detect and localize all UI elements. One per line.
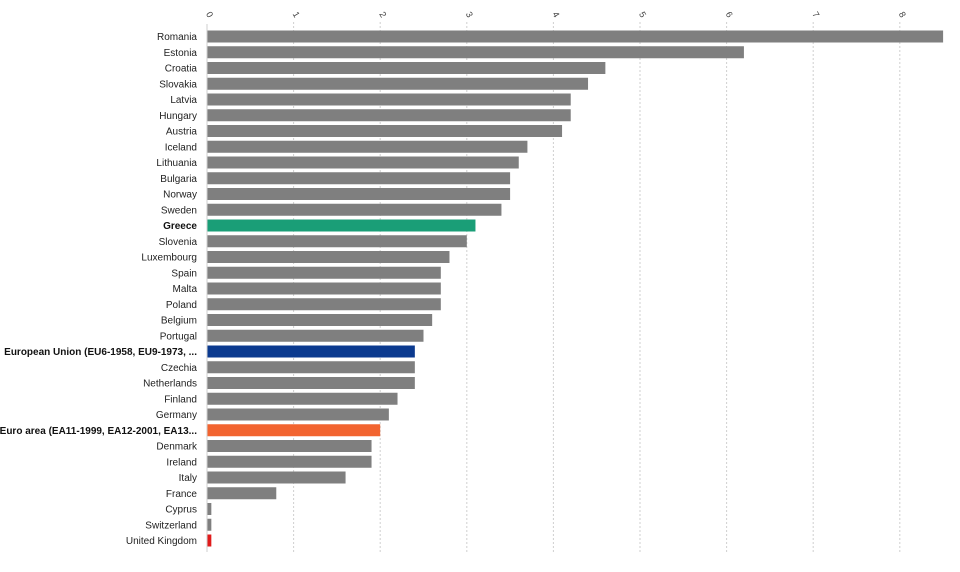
x-tick-label: 4 bbox=[550, 10, 561, 19]
category-label: Malta bbox=[173, 284, 198, 295]
category-label: Finland bbox=[164, 394, 197, 405]
bar bbox=[207, 329, 424, 342]
category-label: Romania bbox=[157, 32, 197, 43]
category-label: Luxembourg bbox=[141, 253, 197, 264]
x-tick-label: 8 bbox=[897, 10, 908, 19]
bar bbox=[207, 203, 502, 216]
category-label: Sweden bbox=[161, 205, 197, 216]
x-tick-label: 6 bbox=[724, 10, 735, 19]
bar bbox=[207, 503, 212, 515]
category-label: Greece bbox=[163, 221, 197, 232]
bar bbox=[207, 455, 372, 468]
bar bbox=[207, 345, 415, 358]
x-tick-label: 2 bbox=[377, 10, 388, 19]
category-label: Belgium bbox=[161, 316, 197, 327]
category-label: Croatia bbox=[165, 64, 198, 75]
bar bbox=[207, 518, 212, 531]
bar bbox=[207, 408, 389, 421]
bar bbox=[207, 282, 441, 295]
bar bbox=[207, 534, 212, 547]
bar bbox=[207, 140, 528, 153]
bar bbox=[207, 46, 744, 59]
category-label: Latvia bbox=[170, 95, 197, 106]
x-tick-label: 7 bbox=[810, 10, 821, 19]
category-label: Portugal bbox=[160, 331, 197, 342]
category-label: Bulgaria bbox=[160, 174, 197, 185]
bar bbox=[207, 77, 589, 90]
category-label: Switzerland bbox=[145, 520, 197, 531]
bar bbox=[207, 109, 571, 122]
category-label: Austria bbox=[166, 127, 198, 138]
category-label: Spain bbox=[171, 268, 197, 279]
bar bbox=[207, 93, 571, 106]
bar bbox=[207, 424, 381, 437]
category-label: Estonia bbox=[164, 48, 198, 59]
bar bbox=[207, 251, 450, 263]
category-label: Slovenia bbox=[159, 237, 198, 248]
category-label: United Kingdom bbox=[126, 536, 197, 547]
category-label: Slovakia bbox=[159, 79, 197, 90]
bar bbox=[207, 235, 467, 248]
category-label: Norway bbox=[163, 190, 197, 201]
bar bbox=[207, 392, 398, 405]
bar bbox=[207, 188, 511, 200]
category-label: Iceland bbox=[165, 142, 197, 153]
bar bbox=[207, 266, 441, 279]
bar bbox=[207, 314, 433, 326]
category-label: Netherlands bbox=[143, 379, 197, 390]
bar bbox=[207, 156, 519, 169]
bar bbox=[207, 62, 606, 74]
category-label: Italy bbox=[179, 473, 197, 484]
x-tick-label: 3 bbox=[464, 10, 475, 19]
bar bbox=[207, 377, 415, 389]
bar bbox=[207, 219, 476, 232]
category-label: Czechia bbox=[161, 363, 198, 374]
x-tick-label: 0 bbox=[204, 10, 215, 19]
bar bbox=[207, 125, 563, 137]
bar bbox=[207, 471, 346, 484]
category-label: Lithuania bbox=[156, 158, 197, 169]
x-tick-label: 1 bbox=[291, 10, 302, 19]
category-label: Hungary bbox=[159, 111, 197, 122]
bar bbox=[207, 440, 372, 452]
bar bbox=[207, 298, 441, 311]
category-label: Germany bbox=[156, 410, 197, 421]
bar bbox=[207, 172, 511, 185]
category-label: Ireland bbox=[166, 457, 197, 468]
bar bbox=[207, 487, 277, 500]
category-label: European Union (EU6-1958, EU9-1973, ... bbox=[4, 347, 197, 358]
category-label: Euro area (EA11-1999, EA12-2001, EA13... bbox=[0, 426, 197, 437]
category-label: Cyprus bbox=[165, 505, 197, 516]
category-label: Denmark bbox=[156, 442, 198, 453]
bar bbox=[207, 361, 415, 374]
category-label: France bbox=[166, 489, 198, 500]
bar bbox=[207, 30, 944, 43]
category-label: Poland bbox=[166, 300, 197, 311]
x-tick-label: 5 bbox=[637, 10, 648, 19]
